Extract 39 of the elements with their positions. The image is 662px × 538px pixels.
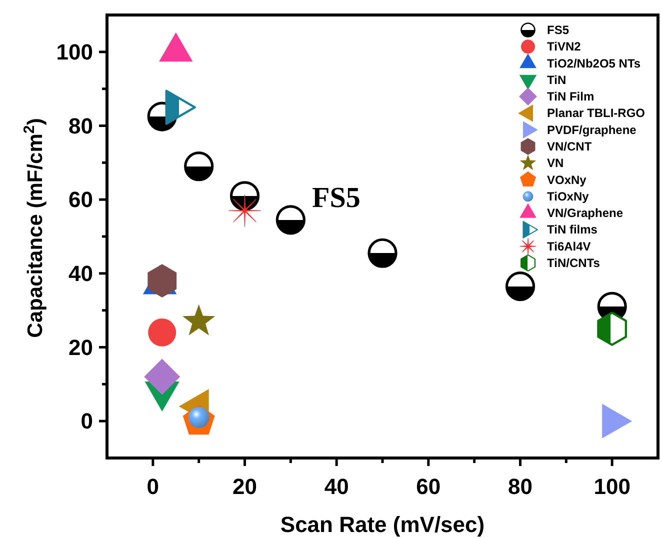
point	[505, 272, 536, 302]
legend-label: Ti6Al4V	[547, 239, 591, 254]
legend-label: VN/CNT	[547, 139, 592, 154]
x-tick-label: 60	[416, 474, 441, 499]
point	[144, 358, 180, 395]
legend-label: TiN	[547, 72, 566, 87]
legend-label: VOxNy	[547, 172, 587, 187]
x-axis-title: Scan Rate (mV/sec)	[280, 512, 485, 537]
x-tick-label: 80	[508, 474, 532, 499]
y-tick-label: 0	[80, 408, 93, 434]
point	[228, 194, 262, 227]
legend-label: TiO2/Nb2O5 NTs	[547, 56, 641, 70]
legend-label: TiVN2	[547, 40, 582, 54]
y-tick-label: 40	[68, 260, 93, 286]
legend-label: TiN/CNTs	[547, 256, 600, 270]
legend-label: TiOxNy	[547, 189, 590, 204]
point	[182, 304, 216, 336]
point	[230, 181, 260, 211]
point	[597, 312, 628, 346]
x-tick-label: 20	[232, 474, 257, 499]
legend-label: TiN Film	[547, 90, 594, 104]
y-tick-label: 100	[56, 39, 93, 64]
legend-label: PVDF/graphene	[547, 122, 637, 137]
y-tick-label: 20	[68, 334, 93, 360]
point	[368, 238, 398, 268]
x-tick-label: 100	[594, 474, 630, 499]
point	[276, 205, 306, 235]
y-tick-label: 60	[68, 187, 93, 212]
y-tick-label: 80	[68, 113, 93, 138]
legend-label: TiN films	[547, 222, 598, 237]
x-tick-label: 40	[324, 474, 349, 499]
legend-label: VN	[547, 156, 564, 170]
annotation: FS5	[312, 182, 360, 214]
legend-label: VN/Graphene	[547, 206, 624, 220]
legend-label: Planar TBLI-RGO	[547, 106, 646, 120]
x-tick-label: 0	[146, 474, 160, 499]
point	[148, 318, 176, 346]
point	[184, 152, 214, 182]
legend-label: FS5	[547, 23, 570, 37]
